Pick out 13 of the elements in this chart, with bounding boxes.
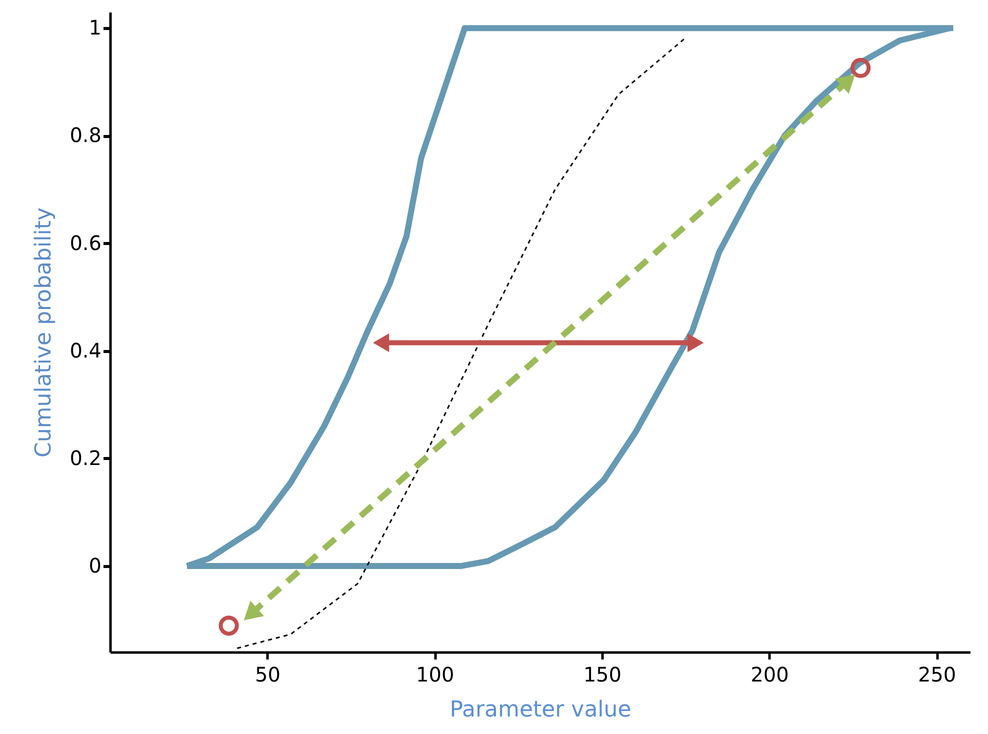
x-tick-label: 250 xyxy=(918,662,956,686)
x-tick-label: 50 xyxy=(255,662,281,686)
y-tick-label: 0.8 xyxy=(70,123,102,148)
y-axis-title: Cumulative probability xyxy=(32,208,57,458)
x-tick-label: 150 xyxy=(583,662,622,686)
y-tick-label: 1 xyxy=(88,16,102,40)
x-tick-label: 200 xyxy=(750,662,789,686)
y-tick-label: 0.2 xyxy=(70,446,102,470)
y-tick-label: 0 xyxy=(88,553,102,578)
y-tick-label: 0.4 xyxy=(70,338,102,362)
x-tick-label: 100 xyxy=(416,662,454,686)
y-tick-label: 0.6 xyxy=(70,230,102,255)
x-axis-title: Parameter value xyxy=(450,698,632,722)
